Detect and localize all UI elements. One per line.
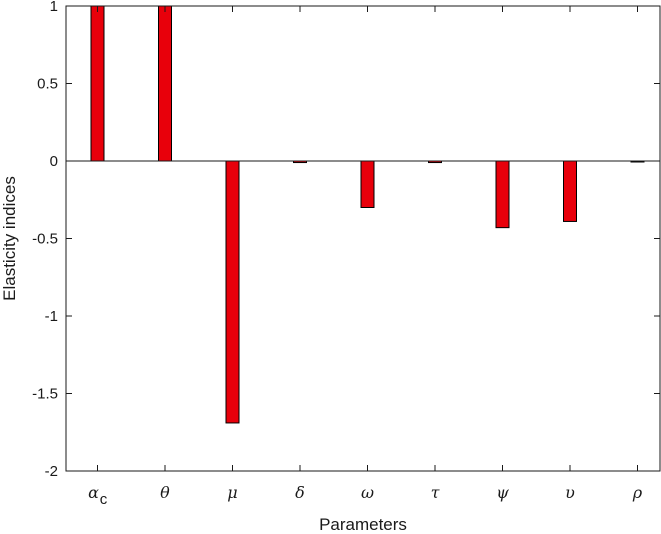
bar-ω [360,160,375,208]
x-tick-label-τ: τ [431,483,441,502]
y-tick-label: -1 [45,308,58,325]
x-tick-label-ω: ω [361,483,374,502]
x-tick-label-αc: α [88,483,99,502]
y-tick-label: 0 [50,153,58,170]
x-tick-label-υ: υ [565,483,575,502]
x-tick-label-ρ: ρ [632,483,643,502]
x-axis-title: Parameters [319,515,407,534]
x-tick-label-subscript: c [100,491,108,508]
y-tick-label: -2 [45,463,58,480]
bars-layer [90,5,645,424]
y-axis-title: Elasticity indices [0,176,19,301]
y-axis-ticks: 1 0.5 0 -0.5 -1 -1.5 -2 [32,0,660,480]
x-tick-label-θ: θ [160,483,170,502]
y-tick-label: -0.5 [32,231,58,248]
y-tick-label: 1 [50,0,58,15]
x-tick-label-μ: μ [227,483,237,502]
x-tick-label-δ: δ [295,483,305,502]
bar-αc [90,5,105,162]
bar-μ [225,160,240,424]
bar-θ [158,5,172,162]
y-tick-label: -1.5 [32,386,58,403]
bar-υ [563,160,577,222]
plot-area-frame [65,5,661,472]
bar-ψ [495,160,510,229]
y-tick-label: 0.5 [37,76,58,93]
x-tick-label-ψ: ψ [496,483,509,502]
